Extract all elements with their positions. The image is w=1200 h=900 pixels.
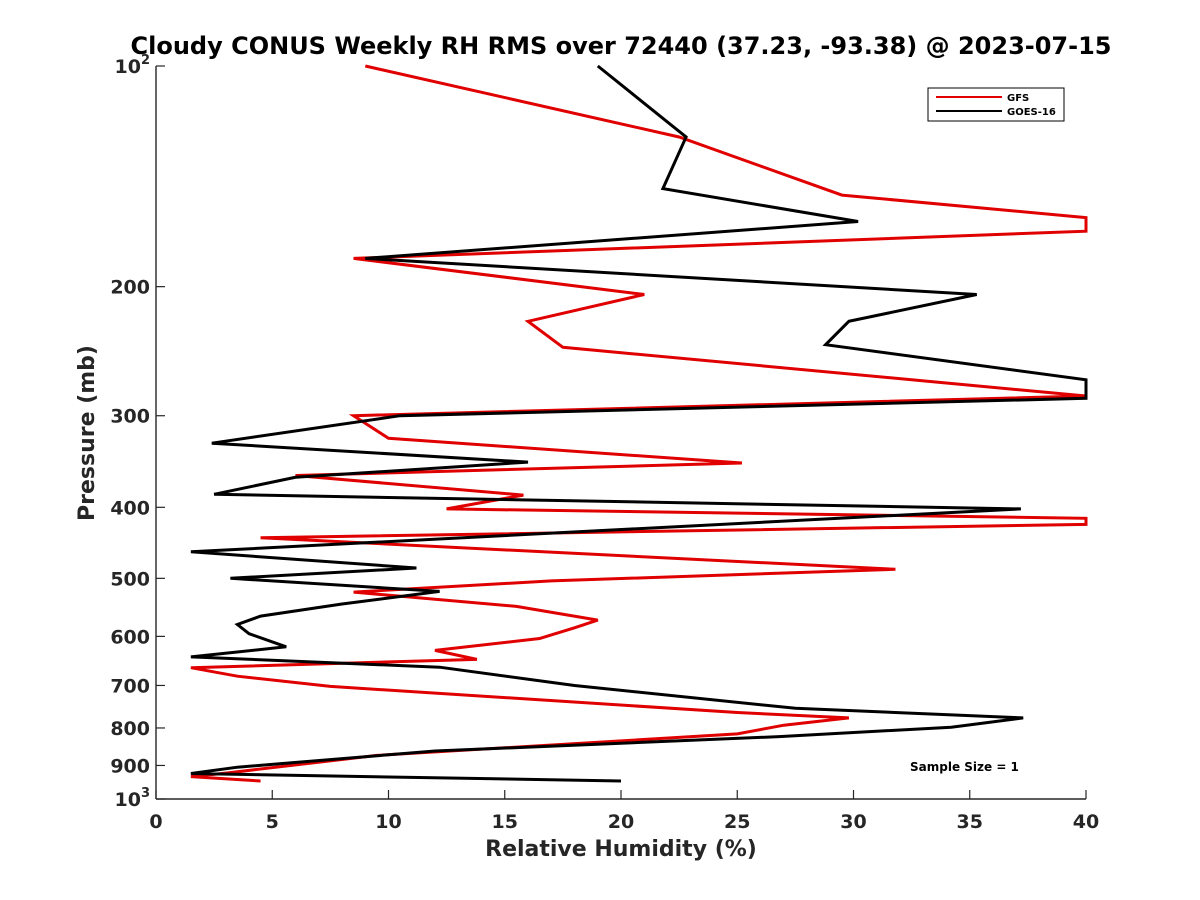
plot-frame	[156, 66, 1086, 799]
x-axis-label: Relative Humidity (%)	[485, 837, 757, 862]
series-layer	[190, 64, 1088, 783]
legend-box	[927, 87, 1065, 122]
sample-size-annotation: Sample Size = 1	[910, 760, 1019, 774]
series-line-goes-16	[190, 64, 1088, 783]
y-tick-label-200: 200	[110, 277, 150, 299]
plot-area: 0 5 10 15 20 25 30 35 40 102 200 300 400 500 600 700 80…	[110, 53, 1099, 833]
y-tick-label-900: 900	[110, 755, 150, 777]
y-axis-label: Pressure (mb)	[75, 345, 100, 521]
legend-label-gfs: GFS	[1007, 93, 1029, 104]
y-tick-label-400: 400	[110, 497, 150, 519]
x-tick-label-35: 35	[957, 811, 983, 833]
x-axis-ticks: 0 5 10 15 20 25 30 35 40	[149, 790, 1099, 833]
y-tick-label-300: 300	[110, 406, 150, 428]
series-line-gfs	[190, 64, 1088, 783]
x-tick-label-40: 40	[1073, 811, 1099, 833]
x-tick-label-0: 0	[149, 811, 162, 833]
y-axis-ticks: 102 200 300 400 500 600 700 800 900 103	[110, 53, 165, 811]
legend-label-goes-16: GOES-16	[1007, 107, 1056, 118]
y-tick-label-700: 700	[110, 675, 150, 697]
x-tick-label-10: 10	[375, 811, 401, 833]
x-tick-label-20: 20	[608, 811, 634, 833]
x-tick-label-15: 15	[492, 811, 518, 833]
y-tick-label-600: 600	[110, 626, 150, 648]
y-tick-label-100: 102	[115, 53, 151, 78]
x-tick-label-5: 5	[266, 811, 279, 833]
legend: GFS GOES-16	[927, 87, 1065, 122]
chart-title: Cloudy CONUS Weekly RH RMS over 72440 (3…	[131, 32, 1112, 60]
y-tick-label-800: 800	[110, 718, 150, 740]
x-tick-label-25: 25	[724, 811, 750, 833]
y-tick-label-1000: 103	[115, 786, 151, 811]
x-tick-label-30: 30	[840, 811, 866, 833]
y-tick-label-500: 500	[110, 568, 150, 590]
